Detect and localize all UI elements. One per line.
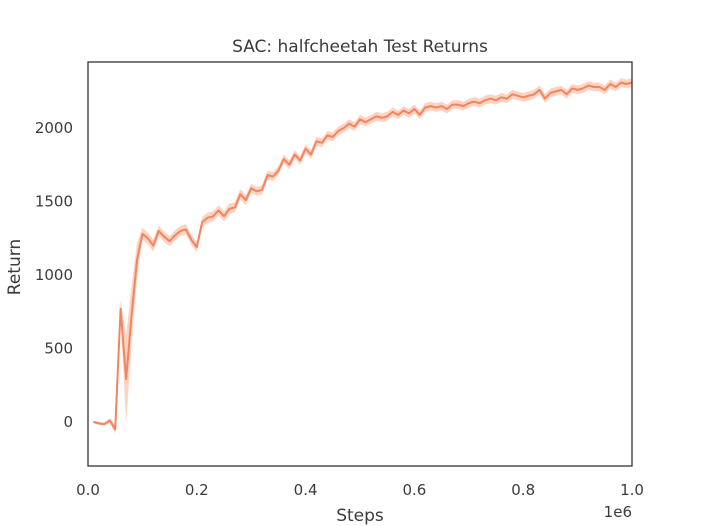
- series-confidence-band: [93, 78, 632, 434]
- y-tick-label: 500: [44, 339, 73, 357]
- y-tick-label: 1500: [35, 193, 73, 211]
- x-tick-label: 0.0: [76, 481, 100, 499]
- y-tick-label: 2000: [35, 119, 73, 137]
- x-axis-offset-label: 1e6: [604, 503, 632, 521]
- x-tick-label: 1.0: [620, 481, 644, 499]
- x-tick-label: 0.2: [185, 481, 209, 499]
- y-tick-label: 0: [63, 413, 73, 431]
- plot-area: [93, 78, 633, 434]
- y-axis-label: Return: [5, 239, 25, 295]
- chart-title: SAC: halfcheetah Test Returns: [232, 37, 488, 57]
- y-axis-ticks: 0 500 1000 1500 2000: [35, 119, 73, 431]
- x-axis-label: Steps: [336, 506, 384, 526]
- x-tick-label: 0.6: [402, 481, 426, 499]
- series-line: [93, 81, 633, 431]
- x-tick-label: 0.4: [294, 481, 318, 499]
- y-tick-label: 1000: [35, 266, 73, 284]
- x-axis-ticks: 0.0 0.2 0.4 0.6 0.8 1.0: [76, 481, 644, 499]
- x-tick-label: 0.8: [511, 481, 535, 499]
- plot-frame: [87, 61, 633, 467]
